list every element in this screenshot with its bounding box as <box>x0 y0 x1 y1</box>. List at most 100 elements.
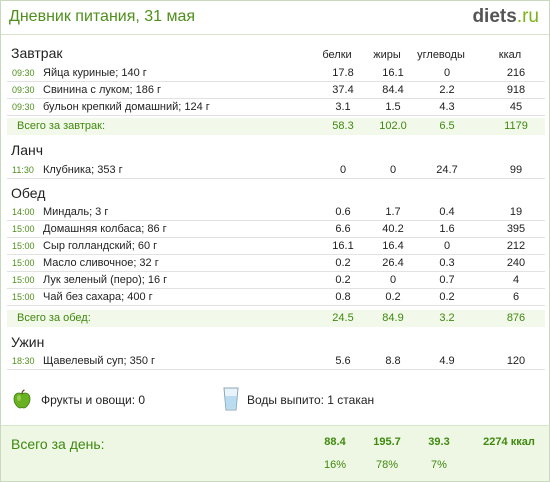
table-row[interactable]: 09:30 Яйца куриные; 140 г 17.8 16.1 0 21… <box>7 65 545 82</box>
day-kcal: 2274 ккал <box>483 436 535 448</box>
water-text: Воды выпито: 1 стакан <box>247 393 375 407</box>
kcal-total: 876 <box>506 312 526 324</box>
kcal-value: 99 <box>509 164 523 176</box>
food-name[interactable]: бульон крепкий домашний; 124 г <box>43 101 210 113</box>
table-row[interactable]: 15:00 Чай без сахара; 400 г 0.8 0.2 0.2 … <box>7 289 545 306</box>
carbs-value: 0.3 <box>439 257 455 269</box>
carbs-total: 6.5 <box>439 120 455 132</box>
protein-total: 24.5 <box>332 312 354 324</box>
kcal-total: 1179 <box>504 120 528 132</box>
breakfast-total-row: Всего за завтрак: 58.3 102.0 6.5 1179 <box>7 118 545 135</box>
site-logo[interactable]: diets.ru <box>472 6 539 28</box>
carbs-value: 0.2 <box>439 291 455 303</box>
fat-value: 1.7 <box>385 206 401 218</box>
protein-value: 17.8 <box>332 67 354 79</box>
protein-value: 6.6 <box>335 223 351 235</box>
meal-time: 09:30 <box>12 102 35 112</box>
protein-value: 3.1 <box>335 101 351 113</box>
carbs-value: 4.9 <box>439 355 455 367</box>
kcal-value: 6 <box>512 291 520 303</box>
section-supper-title: Ужин <box>11 334 45 350</box>
total-label: Всего за обед: <box>17 312 91 324</box>
carbs-value: 0 <box>443 240 451 252</box>
logo-tld: .ru <box>516 6 539 27</box>
fat-total: 84.9 <box>382 312 404 324</box>
fat-value: 0 <box>389 164 397 176</box>
meal-time: 14:00 <box>12 207 35 217</box>
fat-value: 0.2 <box>385 291 401 303</box>
day-total-panel: Всего за день: 88.4 195.7 39.3 2274 ккал… <box>1 425 549 481</box>
meal-time: 15:00 <box>12 275 35 285</box>
fruits-text: Фрукты и овощи: 0 <box>41 393 146 407</box>
kcal-value: 45 <box>509 101 523 113</box>
day-fat-pct: 78% <box>375 459 399 471</box>
meal-time: 09:30 <box>12 85 35 95</box>
table-row[interactable]: 09:30 Свинина с луком; 186 г 37.4 84.4 2… <box>7 82 545 99</box>
carbs-value: 0 <box>443 67 451 79</box>
logo-main: diets <box>472 6 517 27</box>
protein-total: 58.3 <box>332 120 354 132</box>
food-name[interactable]: Миндаль; 3 г <box>43 206 109 218</box>
fruits-counter: Фрукты и овощи: 0 <box>11 387 211 415</box>
day-fat: 195.7 <box>373 436 401 448</box>
fat-value: 8.8 <box>385 355 401 367</box>
section-breakfast-title: Завтрак <box>11 45 63 61</box>
carbs-value: 0.4 <box>439 206 455 218</box>
fat-value: 40.2 <box>382 223 404 235</box>
header: Дневник питания, 31 мая diets.ru <box>1 1 549 35</box>
fat-value: 16.1 <box>382 67 404 79</box>
apple-icon <box>13 389 31 409</box>
carbs-total: 3.2 <box>439 312 455 324</box>
table-row[interactable]: 14:00 Миндаль; 3 г 0.6 1.7 0.4 19 <box>7 204 545 221</box>
food-name[interactable]: Масло сливочное; 32 г <box>43 257 159 269</box>
meal-time: 18:30 <box>12 356 35 366</box>
glass-icon <box>223 387 239 411</box>
table-row[interactable]: 15:00 Лук зеленый (перо); 16 г 0.2 0 0.7… <box>7 272 545 289</box>
carbs-value: 1.6 <box>439 223 455 235</box>
carbs-value: 4.3 <box>439 101 455 113</box>
col-protein: белки <box>322 49 352 61</box>
extras-bar: Фрукты и овощи: 0 Воды выпито: 1 стакан <box>11 387 541 415</box>
food-name[interactable]: Сыр голландский; 60 г <box>43 240 158 252</box>
food-name[interactable]: Чай без сахара; 400 г <box>43 291 153 303</box>
kcal-value: 918 <box>506 84 526 96</box>
food-name[interactable]: Домашняя колбаса; 86 г <box>43 223 167 235</box>
page-title: Дневник питания, 31 мая <box>9 8 196 25</box>
kcal-value: 395 <box>506 223 526 235</box>
day-carbs: 39.3 <box>428 436 450 448</box>
protein-value: 0.6 <box>335 206 351 218</box>
table-row[interactable]: 15:00 Масло сливочное; 32 г 0.2 26.4 0.3… <box>7 255 545 272</box>
meal-time: 15:00 <box>12 224 35 234</box>
water-counter: Воды выпито: 1 стакан <box>223 387 443 415</box>
col-kcal: ккал <box>498 49 522 61</box>
fat-total: 102.0 <box>379 120 407 132</box>
protein-value: 5.6 <box>335 355 351 367</box>
food-name[interactable]: Лук зеленый (перо); 16 г <box>43 274 168 286</box>
day-carbs-pct: 7% <box>431 459 447 471</box>
table-row[interactable]: 18:30 Щавелевый суп; 350 г 5.6 8.8 4.9 1… <box>7 353 545 370</box>
meal-time: 11:30 <box>12 165 34 175</box>
carbs-value: 0.7 <box>439 274 455 286</box>
fat-value: 84.4 <box>382 84 404 96</box>
fat-value: 26.4 <box>382 257 404 269</box>
section-dinner-title: Обед <box>11 185 46 201</box>
food-name[interactable]: Яйца куриные; 140 г <box>43 67 147 79</box>
table-row[interactable]: 11:30 Клубника; 353 г 0 0 24.7 99 <box>7 162 545 179</box>
carbs-value: 24.7 <box>436 164 458 176</box>
table-row[interactable]: 15:00 Сыр голландский; 60 г 16.1 16.4 0 … <box>7 238 545 255</box>
food-name[interactable]: Клубника; 353 г <box>43 164 123 176</box>
col-fat: жиры <box>373 49 401 61</box>
protein-value: 0.2 <box>335 274 351 286</box>
table-row[interactable]: 09:30 бульон крепкий домашний; 124 г 3.1… <box>7 99 545 116</box>
carbs-value: 2.2 <box>439 84 455 96</box>
food-name[interactable]: Свинина с луком; 186 г <box>43 84 162 96</box>
day-total-label: Всего за день: <box>11 436 105 452</box>
protein-value: 37.4 <box>332 84 354 96</box>
meal-time: 09:30 <box>12 68 35 78</box>
protein-value: 0.2 <box>335 257 351 269</box>
total-label: Всего за завтрак: <box>17 120 106 132</box>
table-row[interactable]: 15:00 Домашняя колбаса; 86 г 6.6 40.2 1.… <box>7 221 545 238</box>
food-name[interactable]: Щавелевый суп; 350 г <box>43 355 156 367</box>
col-carbs: углеводы <box>417 49 465 61</box>
